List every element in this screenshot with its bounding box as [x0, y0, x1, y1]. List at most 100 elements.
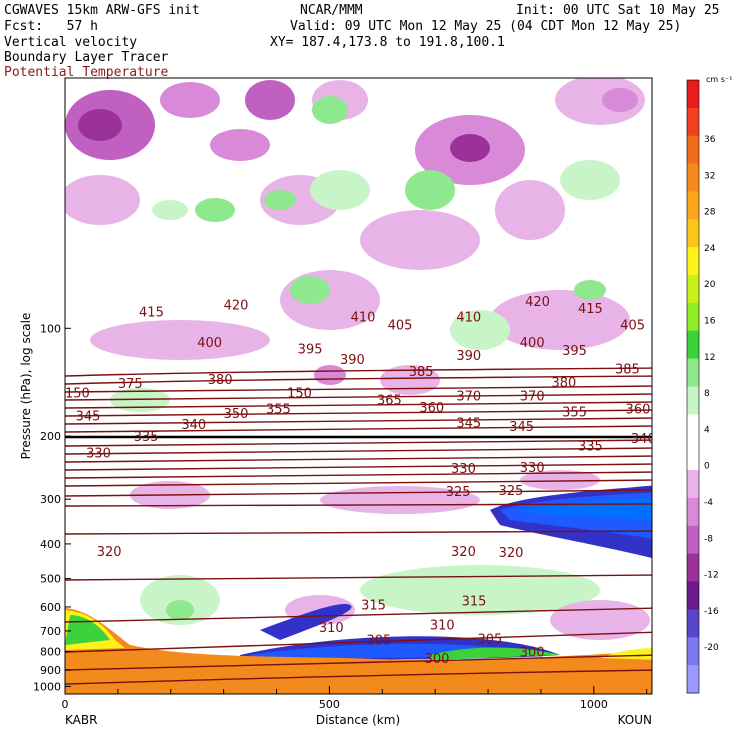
colorbar-swatch [687, 163, 699, 192]
colorbar-label: 20 [704, 280, 716, 290]
theta-label: 305 [366, 634, 391, 649]
theta-label: 385 [615, 363, 640, 378]
colorbar-swatch [687, 219, 699, 248]
header-init: Init: 00 UTC Sat 10 May 25 [516, 3, 720, 18]
y-tick-label: 600 [40, 601, 61, 614]
colorbar-swatch [687, 358, 699, 387]
colorbar-label: 12 [704, 353, 715, 363]
theta-contours [65, 367, 652, 685]
plot-frame [64, 77, 653, 695]
colorbar-swatch [687, 107, 699, 137]
colorbar-label: -4 [704, 498, 713, 508]
colorbar-swatch [687, 470, 699, 499]
theta-label: 370 [456, 389, 481, 404]
theta-label: 315 [462, 594, 487, 609]
theta-label: 335 [134, 430, 159, 445]
header-valid: Valid: 09 UTC Mon 12 May 25 (04 CDT Mon … [290, 19, 682, 34]
colorbar-label: -20 [704, 643, 719, 653]
theta-label: 320 [97, 545, 122, 560]
theta-label: 320 [451, 545, 476, 560]
theta-label: 345 [456, 416, 481, 431]
theta-label: 320 [499, 546, 524, 561]
header-field2: Boundary Layer Tracer [4, 50, 169, 65]
colorbar-label: 16 [704, 317, 716, 327]
theta-label: 385 [409, 365, 434, 380]
x-tick-label: 1000 [580, 698, 608, 711]
y-tick-label: 500 [40, 573, 61, 586]
theta-label: 350 [224, 407, 249, 422]
colorbar-swatch [687, 80, 699, 109]
theta-label: 380 [208, 373, 233, 388]
theta-label: 360 [626, 403, 651, 418]
theta-label: 400 [197, 336, 222, 351]
header-field1: Vertical velocity [4, 35, 138, 50]
colorbar-swatch [687, 581, 699, 610]
header-left-line2: Fcst: 57 h [4, 19, 98, 34]
colorbar-label: 0 [704, 462, 710, 472]
theta-label: 330 [451, 462, 476, 477]
colorbar-swatch [687, 275, 699, 304]
colorbar-swatch [687, 386, 699, 415]
y-tick-label: 400 [40, 538, 61, 551]
theta-label: 355 [266, 403, 291, 418]
theta-label: 345 [76, 410, 101, 425]
colorbar-swatch [687, 637, 699, 666]
theta-label: 305 [477, 633, 502, 648]
colorbar-swatch [687, 191, 699, 220]
theta-label: 420 [224, 298, 249, 313]
colorbar: 36 32 28 24 20 16 12 8 4 0 -4 -8 -12 -16 -20 [686, 79, 719, 694]
x-tick-label: 500 [319, 698, 340, 711]
theta-label: 405 [388, 318, 413, 333]
colorbar-frame [686, 79, 700, 694]
y-axis: 100 200 300 400 500 600 700 800 900 1000 [33, 322, 71, 693]
theta-label: 310 [319, 621, 344, 636]
y-tick-label: 800 [40, 646, 61, 659]
colorbar-label: -16 [704, 607, 719, 617]
header-left-line1: CGWAVES 15km ARW-GFS init [4, 3, 200, 18]
y-tick-label: 100 [40, 322, 61, 335]
theta-label: 355 [562, 405, 587, 420]
theta-label: 390 [340, 353, 365, 368]
x-axis: 0 500 1000 [62, 686, 648, 711]
theta-label: 395 [562, 344, 587, 359]
theta-labels: 415 420 410 405 410 420 415 405 400 395 390 390 400 3… [65, 295, 656, 667]
y-tick-label: 1000 [33, 680, 61, 693]
colorbar-swatch [687, 414, 699, 443]
y-tick-label: 300 [40, 493, 61, 506]
x-tick-label: 0 [62, 698, 69, 711]
theta-label: 345 [509, 420, 534, 435]
theta-label: 325 [446, 485, 471, 500]
theta-label: 405 [620, 318, 645, 333]
colorbar-swatch [687, 135, 699, 165]
theta-label: 370 [520, 389, 545, 404]
colorbar-label: -12 [704, 571, 719, 581]
theta-label: 375 [118, 377, 143, 392]
colorbar-label: 32 [704, 171, 715, 181]
colorbar-swatch [687, 302, 699, 332]
theta-label: 330 [520, 461, 545, 476]
theta-label: 335 [578, 440, 603, 455]
theta-label: 415 [578, 302, 603, 317]
header-field3: Potential Temperature [4, 65, 169, 80]
endpoint-left: KABR [65, 713, 97, 727]
colorbar-label: 24 [704, 244, 716, 254]
colorbar-swatch [687, 665, 699, 694]
colorbar-swatch [687, 330, 699, 360]
theta-label: 400 [520, 336, 545, 351]
theta-label: 380 [552, 376, 577, 391]
colorbar-swatch [687, 247, 699, 276]
y-axis-label: Pressure (hPa), log scale [19, 313, 33, 460]
colorbar-label: 4 [704, 425, 710, 435]
y-tick-label: 200 [40, 430, 61, 443]
colorbar-label: -8 [704, 534, 713, 544]
header-center: NCAR/MMM [300, 3, 363, 18]
colorbar-swatch [687, 525, 699, 555]
header-xy: XY= 187.4,173.8 to 191.8,100.1 [270, 35, 505, 50]
theta-label: 150 [287, 386, 312, 401]
theta-label: 150 [65, 386, 90, 401]
y-tick-label: 700 [40, 625, 61, 638]
theta-label: 315 [361, 598, 386, 613]
y-tick-label: 900 [40, 664, 61, 677]
theta-label: 340 [631, 432, 656, 447]
